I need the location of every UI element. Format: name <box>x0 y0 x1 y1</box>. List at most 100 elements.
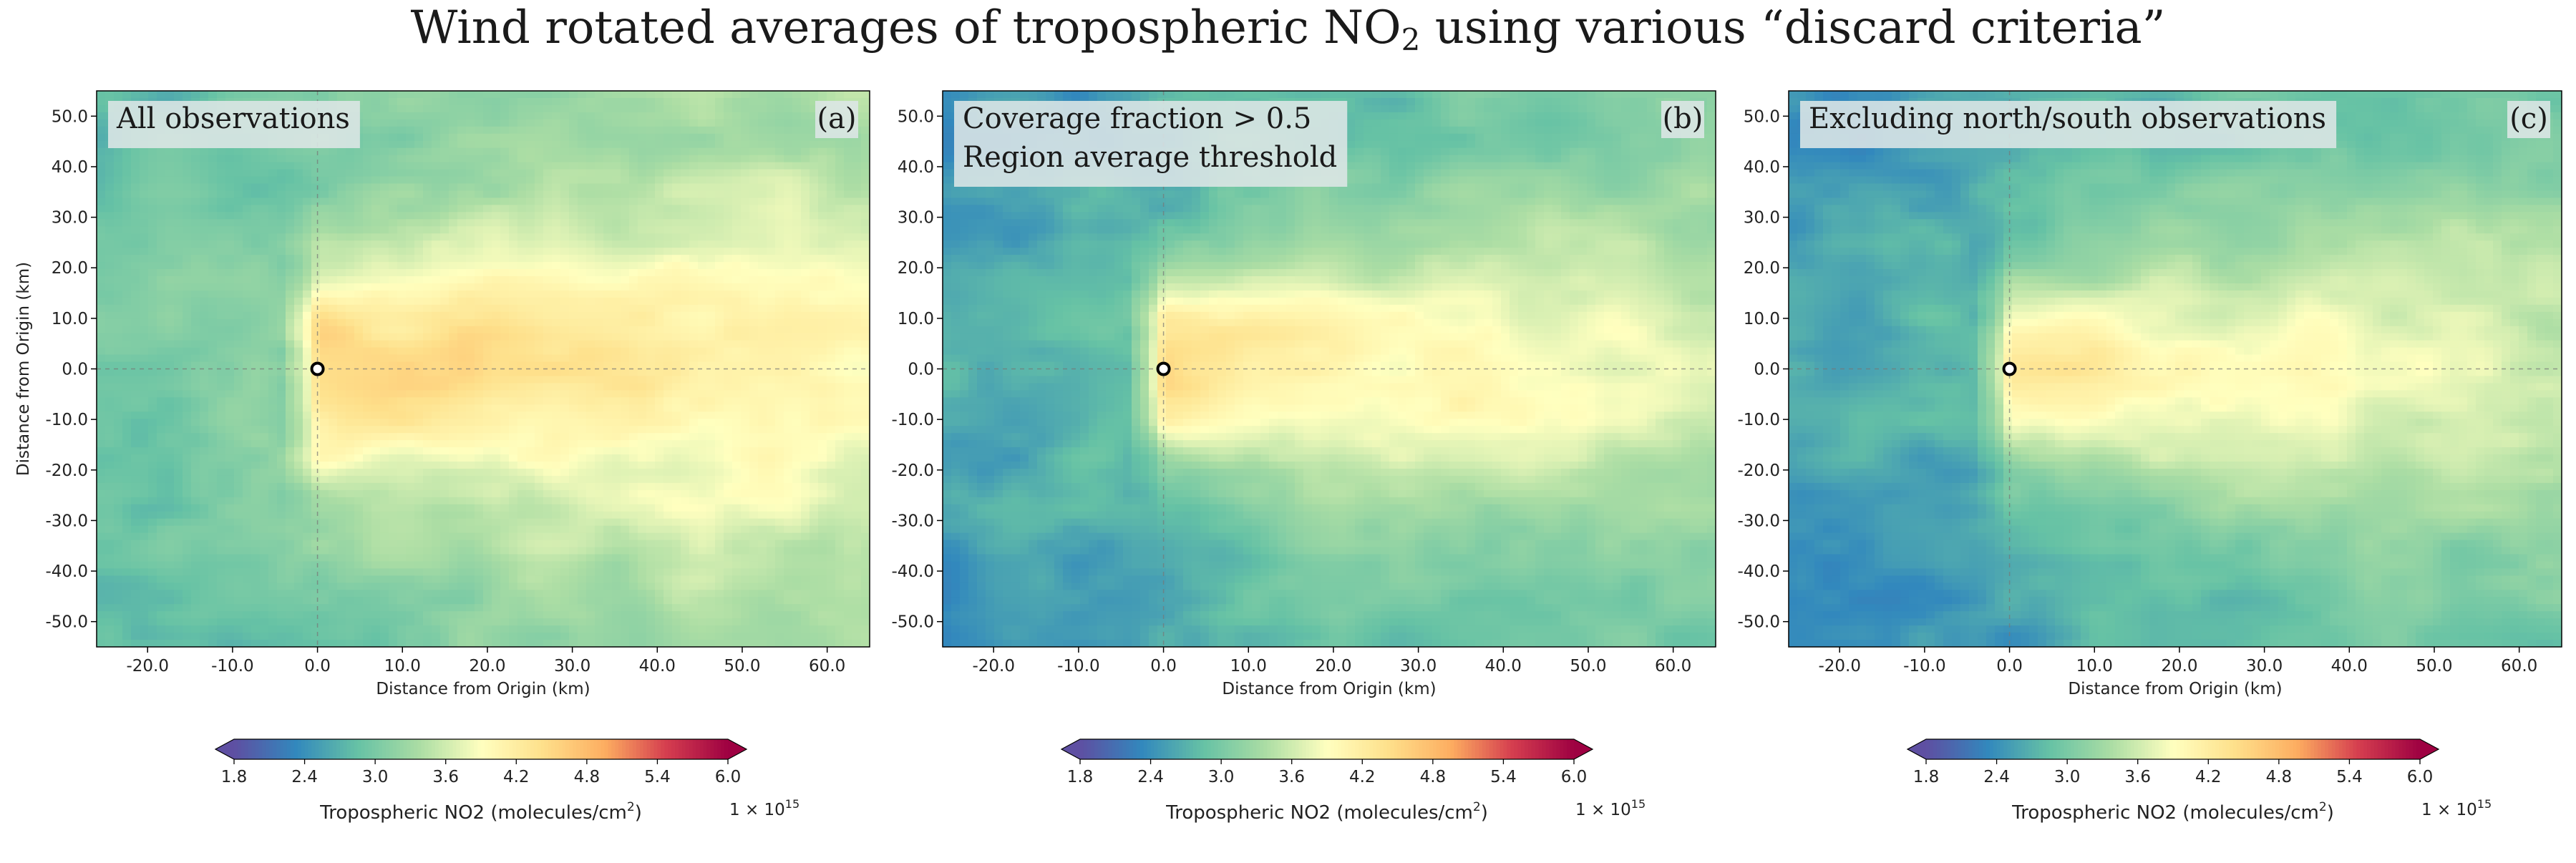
heatmap-cell <box>517 582 527 590</box>
heatmap-cell <box>346 91 355 99</box>
heatmap-cell <box>440 426 449 434</box>
heatmap-cell <box>500 133 510 142</box>
heatmap-cell <box>535 147 544 156</box>
heatmap-cell <box>105 618 115 626</box>
heatmap-cell <box>526 618 535 626</box>
heatmap-cell <box>320 326 329 334</box>
heatmap-cell <box>234 340 243 348</box>
heatmap-cell <box>535 454 544 462</box>
heatmap-cell <box>148 489 157 498</box>
heatmap-cell <box>500 447 510 455</box>
heatmap-cell <box>517 147 527 156</box>
heatmap-cell <box>638 147 647 156</box>
heatmap-cell <box>440 397 449 405</box>
heatmap-cell <box>638 611 647 619</box>
heatmap-cell <box>638 155 647 163</box>
heatmap-cell <box>105 489 115 498</box>
heatmap-cell <box>337 318 346 327</box>
heatmap-cell <box>603 489 613 498</box>
heatmap-cell <box>208 326 218 334</box>
heatmap-cell <box>183 390 192 398</box>
heatmap-cell <box>449 205 458 213</box>
heatmap-cell <box>140 276 149 284</box>
heatmap-cell <box>260 233 269 241</box>
heatmap-cell <box>251 604 261 612</box>
heatmap-cell <box>517 104 527 113</box>
heatmap-cell <box>311 262 321 270</box>
heatmap-cell <box>543 340 553 348</box>
heatmap-cell <box>294 361 303 370</box>
heatmap-cell <box>466 333 475 341</box>
heatmap-cell <box>371 640 381 647</box>
heatmap-cell <box>122 511 132 520</box>
heatmap-cell <box>500 198 510 205</box>
heatmap-cell <box>483 233 492 241</box>
heatmap-cell <box>466 318 475 327</box>
heatmap-cell <box>475 419 484 426</box>
heatmap-cell <box>140 504 149 512</box>
heatmap-cell <box>492 475 501 484</box>
heatmap-cell <box>105 162 115 170</box>
heatmap-cell <box>243 397 252 405</box>
heatmap-cell <box>457 482 467 491</box>
heatmap-cell <box>303 240 312 248</box>
heatmap-cell <box>586 462 596 469</box>
heatmap-cell <box>97 190 106 199</box>
heatmap-cell <box>475 604 484 612</box>
heatmap-cell <box>449 497 458 505</box>
heatmap-cell <box>414 147 424 156</box>
heatmap-cell <box>578 354 587 363</box>
heatmap-cell <box>432 162 441 170</box>
heatmap-cell <box>371 433 381 441</box>
heatmap-cell <box>560 240 570 248</box>
heatmap-cell <box>217 318 226 327</box>
heatmap-cell <box>157 326 166 334</box>
heatmap-cell <box>268 625 278 633</box>
heatmap-cell <box>354 561 364 570</box>
heatmap-cell <box>526 283 535 291</box>
heatmap-cell <box>569 318 578 327</box>
heatmap-cell <box>337 283 346 291</box>
heatmap-cell <box>629 482 638 491</box>
heatmap-cell <box>157 582 166 590</box>
heatmap-cell <box>371 561 381 570</box>
heatmap-cell <box>337 226 346 234</box>
heatmap-cell <box>440 104 449 113</box>
heatmap-cell <box>303 611 312 619</box>
heatmap-cell <box>148 226 157 234</box>
heatmap-cell <box>183 561 192 570</box>
heatmap-cell <box>251 482 261 491</box>
heatmap-cell <box>311 240 321 248</box>
heatmap-cell <box>320 597 329 605</box>
heatmap-cell <box>414 482 424 491</box>
heatmap-cell <box>612 462 621 469</box>
heatmap-cell <box>440 318 449 327</box>
heatmap-cell <box>371 262 381 270</box>
heatmap-cell <box>432 411 441 419</box>
heatmap-cell <box>140 255 149 263</box>
heatmap-cell <box>535 404 544 412</box>
heatmap-cell <box>354 326 364 334</box>
heatmap-cell <box>217 597 226 605</box>
heatmap-cell <box>638 276 647 284</box>
heatmap-cell <box>260 454 269 462</box>
heatmap-cell <box>114 240 123 248</box>
heatmap-cell <box>217 276 226 284</box>
heatmap-cell <box>354 219 364 227</box>
heatmap-cell <box>286 219 295 227</box>
heatmap-cell <box>131 383 140 391</box>
heatmap-cell <box>569 404 578 412</box>
heatmap-cell <box>243 226 252 234</box>
heatmap-cell <box>526 611 535 619</box>
heatmap-cell <box>483 140 492 149</box>
heatmap-cell <box>208 604 218 612</box>
heatmap-cell <box>294 347 303 356</box>
heatmap-cell <box>560 497 570 505</box>
heatmap-cell <box>140 369 149 377</box>
heatmap-cell <box>629 604 638 612</box>
heatmap-cell <box>346 155 355 163</box>
heatmap-cell <box>122 462 132 469</box>
heatmap-cell <box>277 462 286 469</box>
heatmap-cell <box>466 112 475 120</box>
heatmap-cell <box>414 240 424 248</box>
